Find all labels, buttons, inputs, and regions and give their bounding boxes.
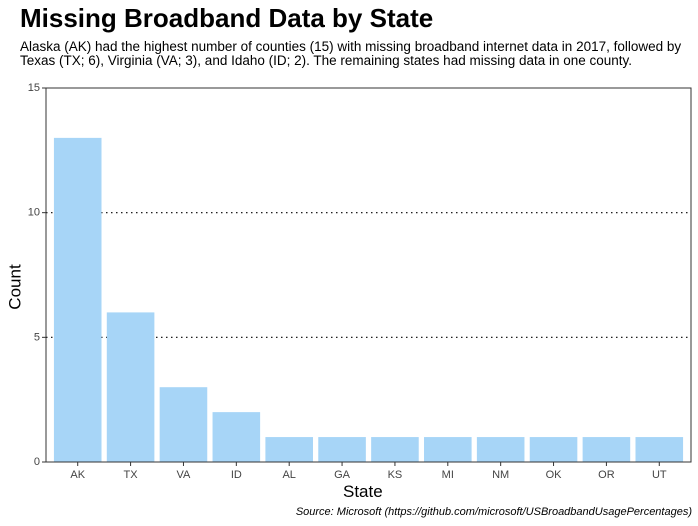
y-axis-title: Count	[6, 264, 25, 310]
y-axis-ticks: 0 5 10 15	[28, 82, 46, 468]
bars	[53, 137, 684, 462]
bar-ks	[371, 437, 419, 462]
y-tick-label-5: 5	[34, 331, 40, 343]
x-axis-title: State	[343, 482, 383, 501]
bar-tx	[106, 312, 155, 462]
bar-or	[582, 437, 631, 462]
y-tick-label-15: 15	[28, 82, 40, 94]
bar-va	[159, 387, 208, 462]
x-tick-label-mi: MI	[442, 469, 454, 481]
x-tick-label-ut: UT	[652, 469, 667, 481]
bar-ak	[53, 137, 102, 462]
bar-id	[212, 412, 261, 462]
bar-ut	[635, 437, 684, 462]
bar-nm	[476, 437, 525, 462]
y-tick-label-0: 0	[34, 456, 40, 468]
chart-caption: Source: Microsoft (https://github.com/mi…	[295, 506, 692, 518]
x-tick-label-ga: GA	[334, 469, 351, 481]
x-tick-label-tx: TX	[124, 469, 139, 481]
x-tick-label-ok: OK	[546, 469, 563, 481]
x-tick-label-ks: KS	[388, 469, 403, 481]
x-tick-label-or: OR	[598, 469, 615, 481]
x-axis-ticks: AK TX VA ID AL GA KS MI NM OK OR UT	[70, 462, 667, 481]
chart-subtitle: Alaska (AK) had the highest number of co…	[20, 39, 682, 68]
x-tick-label-ak: AK	[70, 469, 85, 481]
x-tick-label-nm: NM	[492, 469, 509, 481]
x-tick-label-id: ID	[231, 469, 242, 481]
x-tick-label-va: VA	[177, 469, 192, 481]
plot-panel-border	[45, 87, 692, 463]
bar-mi	[424, 437, 472, 462]
chart-title: Missing Broadband Data by State	[20, 3, 434, 33]
y-axis-title-wrapper: Count	[6, 264, 25, 310]
bar-ga	[318, 437, 366, 462]
y-tick-label-10: 10	[28, 207, 40, 219]
bar-ok	[529, 437, 578, 462]
x-tick-label-al: AL	[282, 469, 295, 481]
bar-al	[265, 437, 313, 462]
